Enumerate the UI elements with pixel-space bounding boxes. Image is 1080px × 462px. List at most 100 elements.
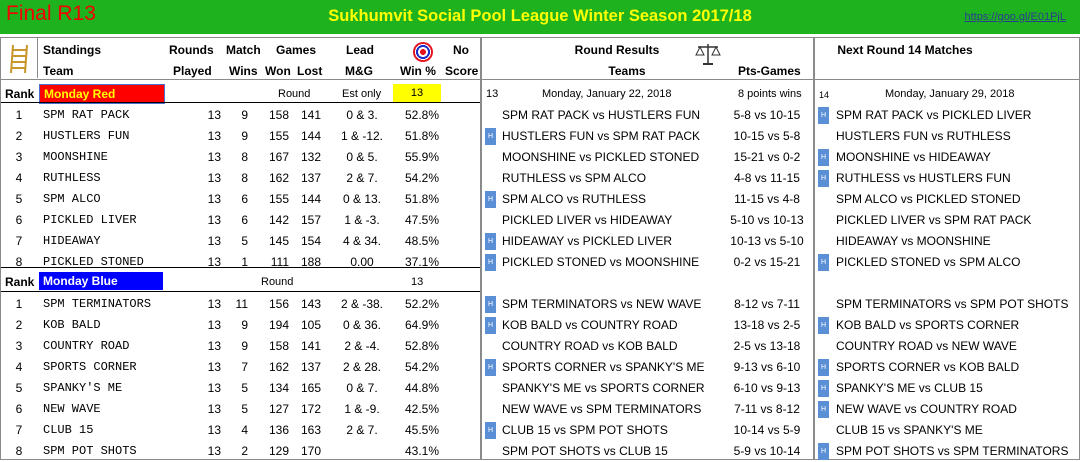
games-header: Games — [276, 43, 317, 57]
next-round-date: Monday, January 29, 2018 — [885, 88, 1015, 100]
fixture-marker-icon: H — [818, 149, 829, 166]
games-lost-cell: 144 — [300, 129, 321, 143]
result-marker-icon: H — [485, 422, 496, 439]
wins-cell: 5 — [241, 234, 248, 248]
games-won-cell: 194 — [268, 318, 289, 332]
result-marker-icon: H — [485, 317, 496, 334]
team-row: 6 PICKLED LIVER 13 6 142 157 1 & -3. 47.5% — [1, 210, 481, 231]
result-score: 15-21 vs 0-2 — [733, 150, 801, 164]
team-name-cell: MOONSHINE — [43, 150, 108, 164]
games-lost-cell: 132 — [300, 150, 321, 164]
fixture-match: SPORTS CORNER vs KOB BALD — [836, 360, 1020, 374]
lead-cell: 0 & 7. — [346, 381, 378, 395]
fixture-match: SPM TERMINATORS vs SPM POT SHOTS — [836, 297, 1069, 311]
fixture-marker-icon: H — [818, 443, 829, 460]
played-cell: 13 — [207, 255, 221, 269]
games-lost-cell: 170 — [300, 444, 321, 458]
fixture-match: RUTHLESS vs HUSTLERS FUN — [836, 171, 1011, 185]
team-name-cell: SPM POT SHOTS — [43, 444, 137, 458]
result-marker-icon: H — [485, 359, 496, 376]
round-label-red: Round — [278, 88, 311, 100]
match-header: Match — [226, 43, 261, 57]
fixture-row: H KOB BALD vs SPORTS CORNER — [815, 315, 1077, 336]
result-score: 10-13 vs 5-10 — [730, 234, 804, 248]
result-score: 10-14 vs 5-9 — [733, 423, 801, 437]
team-name-cell: CLUB 15 — [43, 423, 94, 437]
fixture-match: SPM ALCO vs PICKLED STONED — [836, 192, 1021, 206]
team-name-cell: PICKLED LIVER — [43, 213, 137, 227]
result-row: NEW WAVE vs SPM TERMINATORS 7-11 vs 8-12 — [482, 399, 817, 420]
fixture-match: CLUB 15 vs SPANKY'S ME — [836, 423, 983, 437]
result-score: 8-12 vs 7-11 — [734, 297, 800, 311]
fixture-row: HIDEAWAY vs MOONSHINE — [815, 231, 1077, 252]
games-won-cell: 142 — [268, 213, 289, 227]
result-row: H SPM ALCO vs RUTHLESS 11-15 vs 4-8 — [482, 189, 817, 210]
played-cell: 13 — [207, 234, 221, 248]
result-match: CLUB 15 vs SPM POT SHOTS — [502, 423, 668, 437]
team-row: 4 RUTHLESS 13 8 162 137 2 & 7. 54.2% — [1, 168, 481, 189]
rank-cell: 5 — [15, 381, 23, 395]
round-value-red: 13 — [393, 84, 441, 102]
fixture-match: NEW WAVE vs COUNTRY ROAD — [836, 402, 1017, 416]
win-pct-cell: 52.8% — [404, 108, 439, 122]
round-results-title: Round Results — [574, 43, 660, 57]
result-match: HUSTLERS FUN vs SPM RAT PACK — [502, 129, 701, 143]
teams-header: Teams — [608, 64, 646, 78]
rank-cell: 3 — [15, 150, 23, 164]
lead-cell: 0 & 3. — [346, 108, 378, 122]
played-cell: 13 — [207, 339, 221, 353]
fixture-match: KOB BALD vs SPORTS CORNER — [836, 318, 1020, 332]
team-name-cell: HIDEAWAY — [43, 234, 101, 248]
wins-cell: 7 — [241, 360, 248, 374]
rank-cell: 1 — [15, 108, 23, 122]
fixture-match: HUSTLERS FUN vs RUTHLESS — [836, 129, 1011, 143]
round-value-blue: 13 — [411, 276, 424, 288]
division-label-red: Monday Red — [39, 84, 165, 104]
played-cell: 13 — [207, 360, 221, 374]
fixture-marker-icon: H — [818, 380, 829, 397]
played-cell: 13 — [207, 129, 221, 143]
win-pct-cell: 48.5% — [404, 234, 439, 248]
games-won-cell: 127 — [268, 402, 289, 416]
fixture-match: HIDEAWAY vs MOONSHINE — [836, 234, 991, 248]
win-pct-cell: 52.2% — [404, 297, 439, 311]
games-lost-cell: 141 — [300, 339, 321, 353]
played-cell: 13 — [207, 381, 221, 395]
team-row: 1 SPM RAT PACK 13 9 158 141 0 & 3. 52.8% — [1, 105, 481, 126]
fixture-marker-icon: H — [818, 317, 829, 334]
league-link[interactable]: https://goo.gl/E01PjL — [964, 11, 1066, 23]
team-name-cell: SPORTS CORNER — [43, 360, 137, 374]
result-score: 5-9 vs 10-14 — [733, 444, 801, 458]
result-score: 9-13 vs 6-10 — [733, 360, 801, 374]
lead-cell: 1 & -12. — [340, 129, 384, 143]
wins-cell: 9 — [241, 339, 248, 353]
fixture-row: H RUTHLESS vs HUSTLERS FUN — [815, 168, 1077, 189]
result-match: PICKLED LIVER vs HIDEAWAY — [502, 213, 673, 227]
win-pct-cell: 43.1% — [404, 444, 439, 458]
result-match: SPORTS CORNER vs SPANKY'S ME — [502, 360, 705, 374]
team-row: 7 HIDEAWAY 13 5 145 154 4 & 34. 48.5% — [1, 231, 481, 252]
fixture-row: H SPANKY'S ME vs CLUB 15 — [815, 378, 1077, 399]
team-row: 2 HUSTLERS FUN 13 9 155 144 1 & -12. 51.8% — [1, 126, 481, 147]
result-score: 0-2 vs 15-21 — [733, 255, 801, 269]
win-pct-cell: 54.2% — [404, 360, 439, 374]
wins-cell: 5 — [241, 381, 248, 395]
fixture-row: H NEW WAVE vs COUNTRY ROAD — [815, 399, 1077, 420]
rank-cell: 7 — [15, 234, 23, 248]
result-match: SPANKY'S ME vs SPORTS CORNER — [502, 381, 705, 395]
team-name-cell: SPM RAT PACK — [43, 108, 130, 122]
team-header: Team — [43, 64, 74, 78]
team-row: 3 COUNTRY ROAD 13 9 158 141 2 & -4. 52.8% — [1, 336, 481, 357]
result-match: SPM TERMINATORS vs NEW WAVE — [502, 297, 702, 311]
rank-cell: 2 — [15, 129, 23, 143]
lead-cell: 1 & -9. — [344, 402, 380, 416]
games-lost-cell: 141 — [300, 108, 321, 122]
rank-cell: 2 — [15, 318, 23, 332]
lead-cell: 2 & 7. — [346, 171, 378, 185]
rank-cell: 8 — [15, 255, 23, 269]
team-row: 8 PICKLED STONED 13 1 111 188 0.00 37.1% — [1, 252, 481, 273]
team-name-cell: KOB BALD — [43, 318, 101, 332]
games-won-cell: 129 — [268, 444, 289, 458]
result-match: NEW WAVE vs SPM TERMINATORS — [502, 402, 702, 416]
result-row: H KOB BALD vs COUNTRY ROAD 13-18 vs 2-5 — [482, 315, 817, 336]
